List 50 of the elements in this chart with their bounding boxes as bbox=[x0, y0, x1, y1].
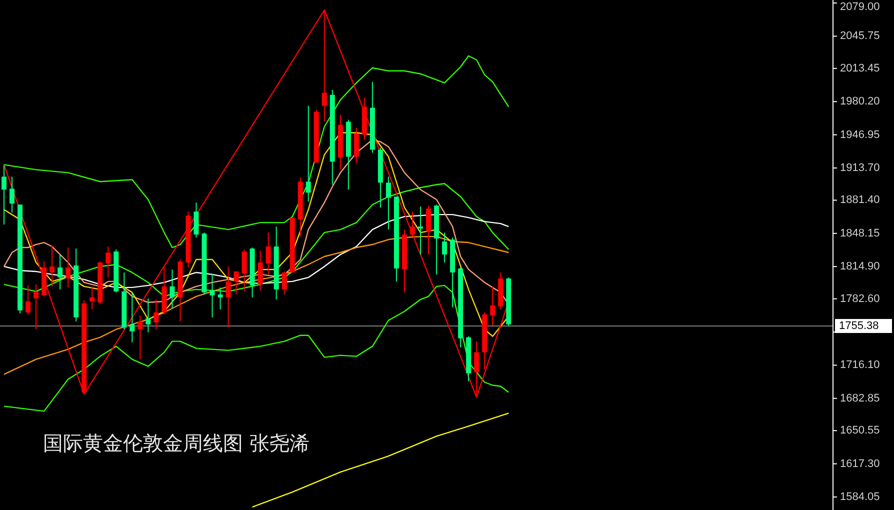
ref-line-label: 1755.38 bbox=[839, 320, 879, 332]
candlestick bbox=[490, 286, 496, 326]
y-tick-label: 1980.20 bbox=[840, 96, 880, 108]
candlestick bbox=[26, 284, 31, 315]
candlestick bbox=[154, 298, 159, 330]
candlestick bbox=[418, 206, 424, 255]
y-tick-label: 1881.40 bbox=[840, 194, 880, 206]
candlestick bbox=[442, 232, 448, 263]
y-tick-label: 1913.70 bbox=[840, 162, 880, 174]
candlestick bbox=[106, 246, 111, 278]
candlestick bbox=[66, 247, 71, 288]
candlestick bbox=[474, 340, 480, 398]
candlestick bbox=[426, 205, 432, 255]
candlestick bbox=[266, 232, 271, 275]
y-tick-label: 1946.95 bbox=[840, 128, 880, 141]
y-tick-label: 1617.30 bbox=[840, 458, 880, 470]
candlestick bbox=[306, 105, 311, 202]
candlestick bbox=[34, 284, 39, 330]
y-tick-label: 2045.75 bbox=[840, 30, 880, 42]
y-tick-label: 1682.85 bbox=[840, 392, 880, 404]
candlestick bbox=[130, 292, 135, 343]
candlestick bbox=[218, 286, 223, 310]
candlestick bbox=[58, 254, 63, 290]
candlestick bbox=[10, 176, 15, 214]
y-tick-label: 1716.10 bbox=[840, 359, 880, 372]
candlestick bbox=[258, 250, 263, 291]
y-tick-label: 1584.05 bbox=[840, 490, 880, 503]
text: 国际黄金伦敦金周线图 张尧浠 bbox=[43, 431, 310, 455]
candlestick bbox=[170, 268, 175, 309]
candlestick bbox=[50, 245, 55, 287]
candlestick bbox=[386, 176, 391, 230]
candlestick bbox=[146, 298, 151, 333]
candlestick bbox=[322, 9, 327, 122]
candlestick bbox=[410, 211, 415, 238]
candlestick bbox=[194, 202, 199, 238]
candlestick bbox=[242, 249, 247, 292]
candlestick bbox=[234, 270, 239, 295]
y-tick-label: 2013.45 bbox=[840, 62, 880, 74]
y-tick-label: 1848.15 bbox=[840, 227, 880, 240]
candlestick bbox=[138, 314, 143, 360]
y-tick-label: 1814.90 bbox=[840, 260, 880, 273]
y-tick-label: 1782.60 bbox=[840, 292, 880, 305]
candlestick bbox=[210, 272, 215, 318]
candlestick bbox=[354, 127, 359, 164]
y-tick-label: 2079.00 bbox=[840, 1, 880, 13]
candlestick bbox=[90, 286, 95, 310]
candlestick bbox=[226, 266, 231, 328]
candlestick bbox=[282, 270, 287, 295]
candlestick bbox=[2, 164, 7, 226]
y-tick-label: 1650.55 bbox=[840, 424, 880, 437]
